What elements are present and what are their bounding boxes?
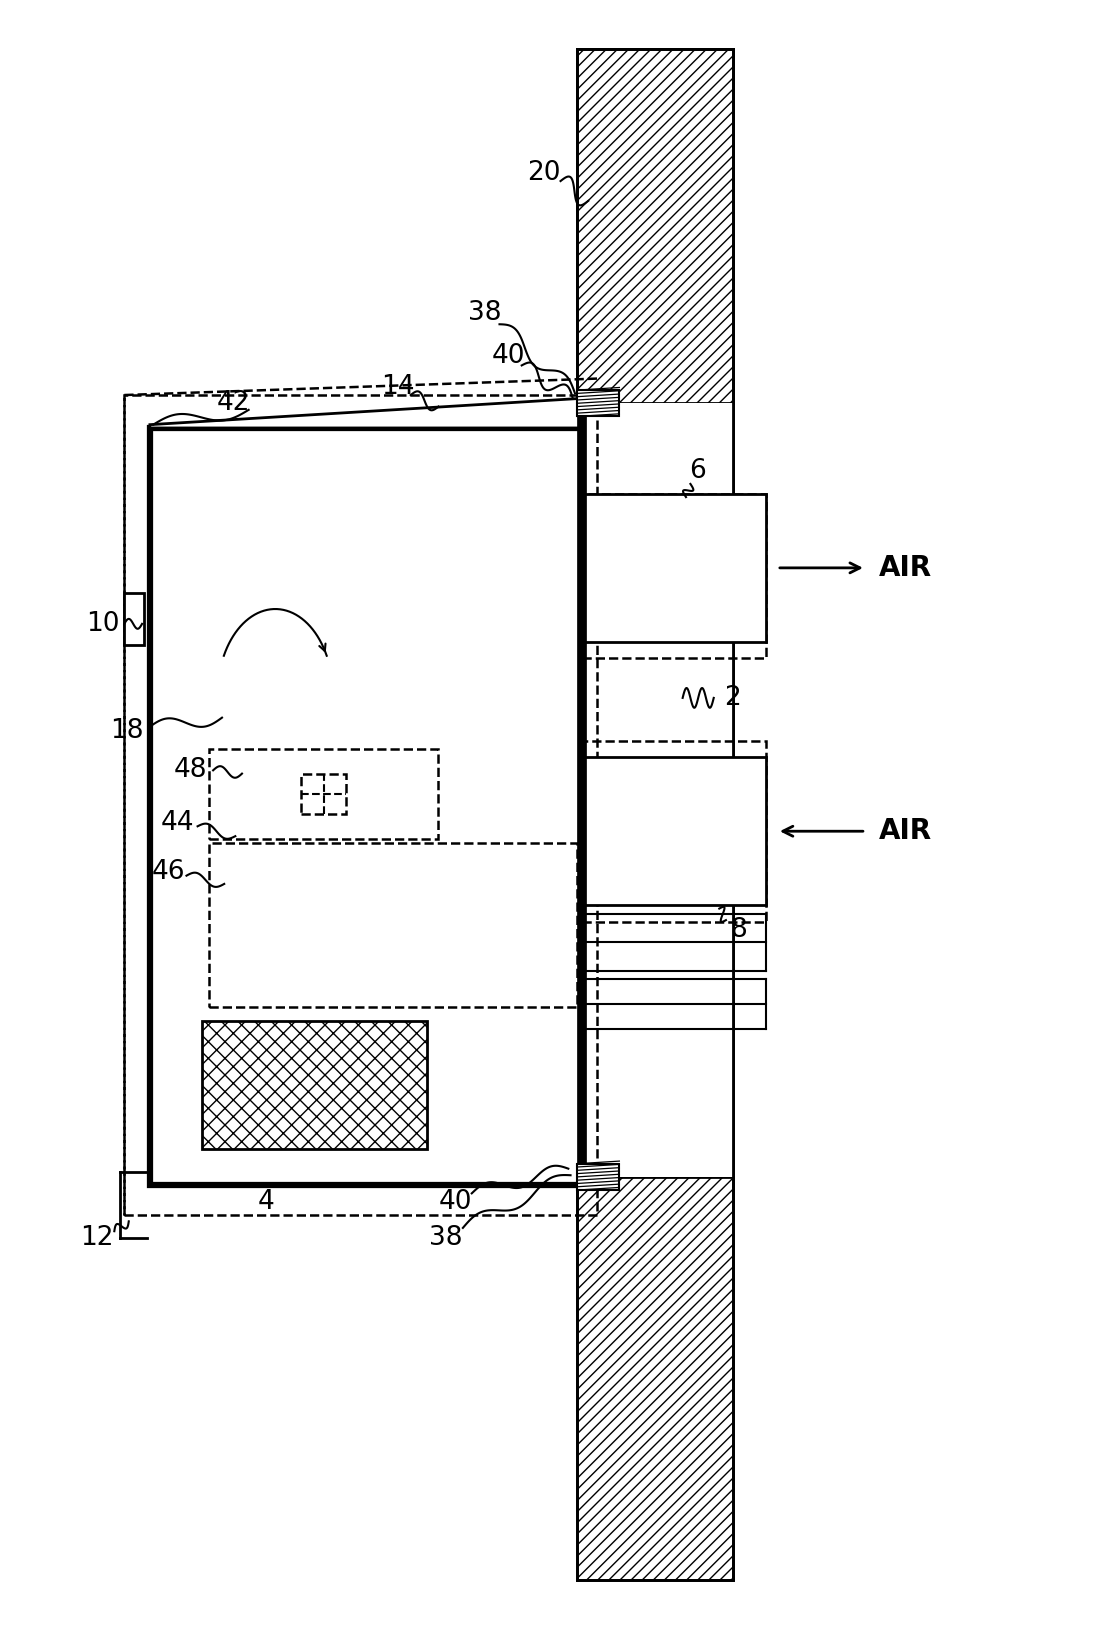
Bar	[582, 494, 766, 658]
Text: AIR: AIR	[879, 816, 932, 846]
Bar	[209, 749, 438, 839]
Text: 6: 6	[688, 458, 706, 484]
Text: AIR: AIR	[879, 553, 932, 583]
Text: 40: 40	[492, 342, 525, 369]
Bar	[577, 1177, 733, 1580]
Text: 4: 4	[258, 1188, 275, 1215]
Text: 46: 46	[152, 859, 185, 886]
Bar	[582, 741, 766, 922]
Bar	[577, 390, 619, 416]
Bar	[202, 1021, 427, 1149]
Bar	[577, 49, 733, 1202]
Text: 38: 38	[468, 300, 502, 326]
Text: 10: 10	[87, 611, 120, 637]
Bar	[582, 757, 766, 905]
Text: 48: 48	[174, 757, 208, 783]
Polygon shape	[150, 398, 582, 428]
Text: 8: 8	[729, 917, 747, 943]
Text: 12: 12	[80, 1225, 113, 1251]
Text: 14: 14	[381, 374, 414, 400]
Text: 18: 18	[110, 718, 143, 744]
Bar	[582, 494, 766, 642]
Bar	[150, 428, 582, 1185]
Bar	[202, 1021, 427, 1149]
Text: 20: 20	[527, 160, 561, 186]
Bar	[209, 843, 577, 1007]
Bar	[577, 403, 733, 1177]
Bar	[577, 49, 733, 403]
Text: 40: 40	[438, 1188, 472, 1215]
Bar	[301, 774, 345, 813]
Text: 2: 2	[724, 685, 741, 711]
Bar	[577, 1164, 619, 1190]
Text: 42: 42	[216, 390, 250, 416]
Text: 44: 44	[161, 810, 194, 836]
Bar	[124, 395, 597, 1215]
Text: 38: 38	[430, 1225, 463, 1251]
Bar	[124, 593, 144, 645]
